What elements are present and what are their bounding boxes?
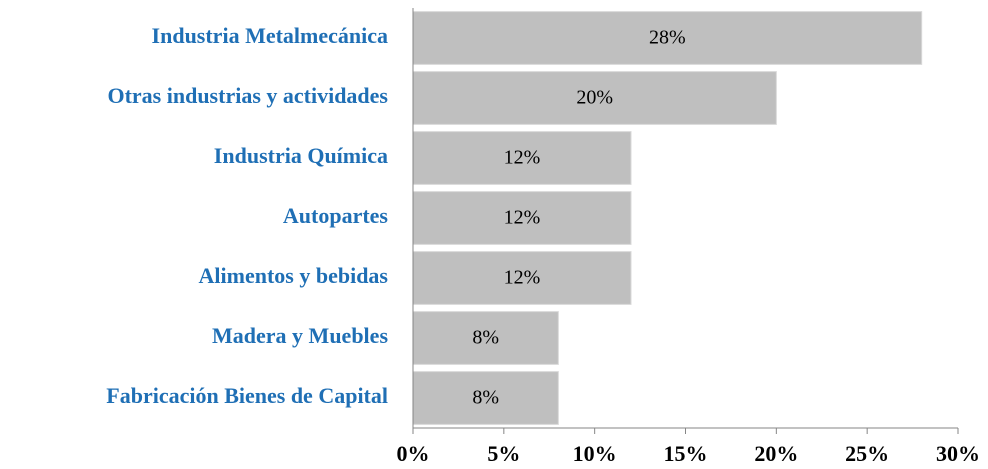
x-tick-label: 15%: [664, 441, 708, 466]
value-label: 12%: [504, 207, 541, 229]
category-label: Autopartes: [283, 203, 389, 228]
value-label: 12%: [504, 147, 541, 169]
value-label: 8%: [472, 327, 499, 349]
bar: [412, 11, 923, 65]
bar: [412, 311, 559, 365]
bar: [412, 191, 632, 245]
bar: [412, 371, 559, 425]
x-tick-label: 25%: [845, 441, 889, 466]
category-label: Otras industrias y actividades: [107, 83, 388, 108]
value-label: 8%: [472, 387, 499, 409]
category-label: Alimentos y bebidas: [199, 263, 389, 288]
x-tick-label: 30%: [936, 441, 980, 466]
category-label: Fabricación Bienes de Capital: [106, 383, 388, 408]
value-label: 12%: [504, 267, 541, 289]
x-tick-label: 10%: [573, 441, 617, 466]
x-tick-label: 20%: [754, 441, 798, 466]
value-label: 20%: [576, 87, 613, 109]
x-tick-label: 0%: [397, 441, 430, 466]
value-label: 28%: [649, 27, 686, 49]
category-label: Industria Química: [214, 143, 388, 168]
bar: [412, 131, 632, 185]
category-label: Madera y Muebles: [212, 323, 388, 348]
bar: [412, 71, 777, 125]
x-tick-label: 5%: [487, 441, 520, 466]
bar: [412, 251, 632, 305]
category-label: Industria Metalmecánica: [152, 23, 388, 48]
